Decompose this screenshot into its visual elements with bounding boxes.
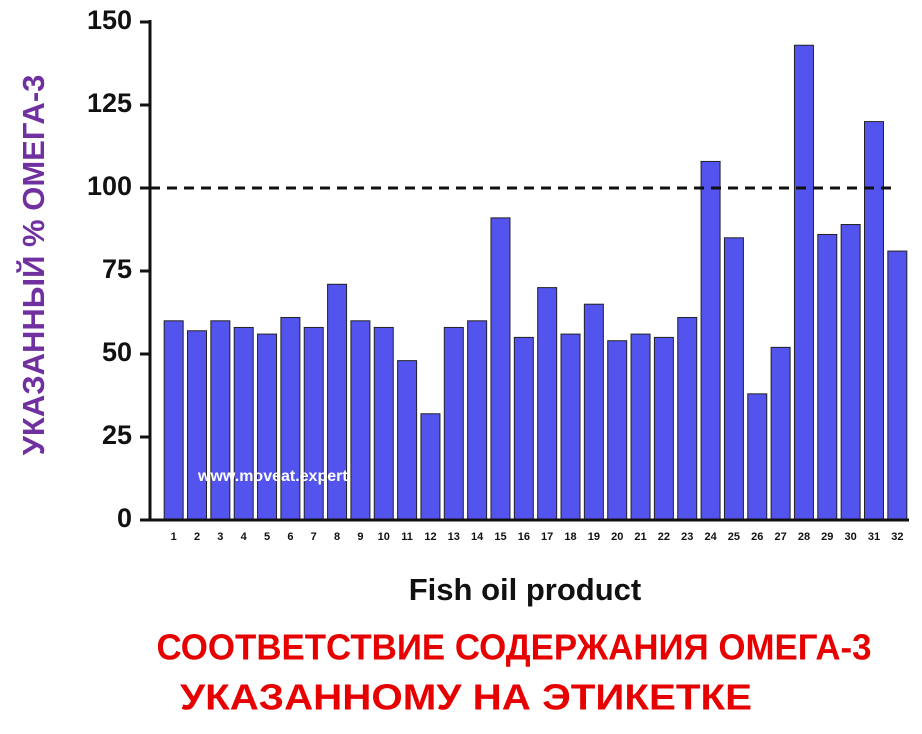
x-tick-label: 7	[311, 531, 317, 543]
y-tick-label: 75	[102, 254, 132, 284]
x-tick-label: 12	[424, 531, 436, 543]
bar	[700, 160, 721, 521]
x-tick-label: 21	[634, 531, 646, 543]
bar	[303, 326, 324, 521]
bar	[747, 393, 768, 521]
x-tick-label: 23	[681, 531, 693, 543]
bar	[490, 217, 511, 521]
x-tick-label: 9	[357, 531, 363, 543]
x-tick-label: 17	[541, 531, 553, 543]
chart-title: СООТВЕТСТВИЕ СОДЕРЖАНИЯ ОМЕГА-3	[157, 627, 872, 668]
bar	[677, 316, 698, 521]
bar	[770, 346, 791, 521]
x-tick-label: 24	[704, 531, 717, 543]
x-axis-label: Fish oil product	[409, 572, 642, 607]
x-tick-label: 15	[494, 531, 506, 543]
x-tick-label: 8	[334, 531, 340, 543]
bar	[887, 250, 908, 521]
bar	[420, 413, 441, 521]
bar	[187, 330, 208, 521]
bar	[467, 320, 488, 521]
x-tick-label: 13	[448, 531, 460, 543]
chart-title: УКАЗАННОМУ НА ЭТИКЕТКЕ	[180, 677, 752, 718]
x-tick-label: 16	[518, 531, 530, 543]
bar	[630, 333, 651, 521]
x-tick-label: 19	[588, 531, 600, 543]
x-tick-label: 4	[241, 531, 248, 543]
bar	[210, 320, 231, 521]
bar	[793, 44, 814, 521]
x-tick-label: 29	[821, 531, 833, 543]
y-tick-label: 50	[102, 337, 132, 367]
x-tick-label: 3	[217, 531, 223, 543]
x-tick-label: 22	[658, 531, 670, 543]
y-tick-label: 125	[87, 88, 132, 118]
bar	[723, 237, 744, 521]
x-tick-label: 31	[868, 531, 880, 543]
bar	[373, 326, 394, 521]
bar	[537, 287, 558, 521]
x-tick-label: 25	[728, 531, 740, 543]
bar	[817, 233, 838, 521]
x-tick-label: 20	[611, 531, 623, 543]
bar	[443, 326, 464, 521]
bar	[560, 333, 581, 521]
bar	[233, 326, 254, 521]
x-tick-label: 2	[194, 531, 200, 543]
watermark: www.moveat.expert	[197, 468, 348, 485]
bar	[163, 320, 184, 521]
x-tick-label: 30	[845, 531, 857, 543]
bar	[583, 303, 604, 521]
bar	[840, 224, 861, 521]
x-tick-label: 5	[264, 531, 270, 543]
x-tick-label: 14	[471, 531, 484, 543]
x-tick-label: 27	[774, 531, 786, 543]
bar	[607, 340, 628, 521]
y-tick-label: 0	[117, 503, 132, 533]
x-tick-label: 1	[171, 531, 177, 543]
bar	[350, 320, 371, 521]
bar	[513, 336, 534, 521]
bar	[863, 121, 884, 521]
x-tick-label: 11	[401, 531, 413, 543]
y-tick-label: 100	[87, 171, 132, 201]
x-tick-label: 32	[891, 531, 903, 543]
x-tick-label: 28	[798, 531, 810, 543]
y-axis-label: УКАЗАННЫЙ % ОМЕГА-3	[15, 75, 51, 456]
bar	[653, 336, 674, 521]
x-tick-label: 26	[751, 531, 763, 543]
x-tick-label: 6	[287, 531, 293, 543]
y-tick-label: 25	[102, 420, 132, 450]
y-tick-label: 150	[87, 5, 132, 35]
bar	[257, 333, 278, 521]
x-tick-label: 18	[564, 531, 576, 543]
bar	[397, 360, 418, 521]
x-tick-label: 10	[378, 531, 390, 543]
bar	[280, 316, 301, 521]
